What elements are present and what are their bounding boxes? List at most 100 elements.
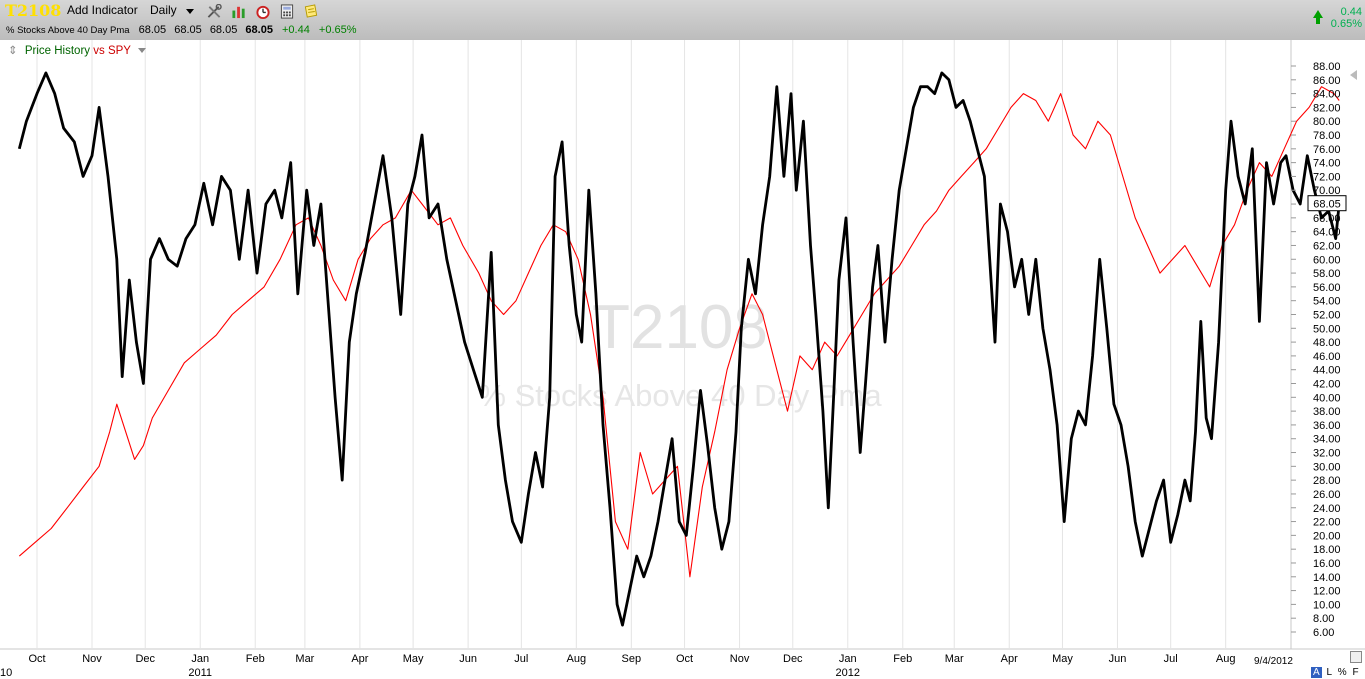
y-tick-label: 32.00 bbox=[1313, 448, 1341, 460]
x-tick-label: Jul bbox=[514, 653, 528, 665]
last-value-box bbox=[1307, 195, 1347, 212]
footer-date: 9/4/2012 bbox=[1254, 656, 1293, 667]
legend-compare-series: SPY bbox=[107, 45, 131, 57]
y-tick-label: 36.00 bbox=[1313, 420, 1341, 432]
x-tick-label: Feb bbox=[246, 653, 265, 665]
footer-button-f[interactable]: F bbox=[1352, 667, 1359, 678]
x-tick-label: Mar bbox=[945, 653, 964, 665]
x-tick-label: May bbox=[403, 653, 424, 665]
watermark-description: % Stocks Above 40 Day Pma bbox=[478, 378, 882, 413]
x-tick-label: Nov bbox=[82, 653, 102, 665]
y-tick-label: 60.00 bbox=[1313, 254, 1341, 266]
y-tick-label: 62.00 bbox=[1313, 240, 1341, 252]
y-tick-label: 48.00 bbox=[1313, 337, 1341, 349]
x-tick-label: Oct bbox=[28, 653, 45, 665]
footer-button-a[interactable]: A bbox=[1311, 667, 1322, 678]
chevron-down-icon[interactable] bbox=[186, 9, 194, 14]
y-tick-label: 66.00 bbox=[1313, 213, 1341, 225]
chevron-down-icon[interactable] bbox=[137, 48, 146, 54]
y-tick-label: 28.00 bbox=[1313, 475, 1341, 487]
alarm-clock-icon[interactable] bbox=[255, 4, 271, 19]
x-tick-label: Apr bbox=[351, 653, 368, 665]
y-tick-label: 8.00 bbox=[1313, 613, 1334, 625]
y-tick-label: 82.00 bbox=[1313, 102, 1341, 114]
series-line-spy bbox=[18, 86, 1340, 578]
y-tick-label: 84.00 bbox=[1313, 89, 1341, 101]
x-tick-label: May bbox=[1052, 653, 1073, 665]
x-tick-label: Dec bbox=[135, 653, 155, 665]
x-tick-label: Jul bbox=[1164, 653, 1178, 665]
quote-change: +0.44 bbox=[282, 24, 310, 36]
bar-chart-icon[interactable] bbox=[231, 4, 247, 19]
y-tick-label: 56.00 bbox=[1313, 282, 1341, 294]
calculator-icon[interactable] bbox=[279, 4, 295, 19]
y-tick-label: 88.00 bbox=[1313, 61, 1341, 73]
tools-icon[interactable] bbox=[206, 4, 222, 19]
y-tick-label: 22.00 bbox=[1313, 517, 1341, 529]
y-tick-label: 86.00 bbox=[1313, 75, 1341, 87]
quote-last: 68.05 bbox=[245, 24, 273, 36]
y-tick-label: 78.00 bbox=[1313, 130, 1341, 142]
y-tick-label: 70.00 bbox=[1313, 185, 1341, 197]
y-tick-label: 6.00 bbox=[1313, 627, 1334, 639]
y-tick-label: 58.00 bbox=[1313, 268, 1341, 280]
y-tick-label: 42.00 bbox=[1313, 379, 1341, 391]
footer-buttons: A L % F bbox=[1311, 667, 1362, 678]
footer-button-pct[interactable]: % bbox=[1337, 667, 1347, 678]
x-tick-label: Nov bbox=[730, 653, 750, 665]
corner-change: 0.44 0.65% bbox=[1331, 6, 1362, 30]
y-tick-label: 12.00 bbox=[1313, 586, 1341, 598]
y-tick-label: 80.00 bbox=[1313, 116, 1341, 128]
y-tick-label: 38.00 bbox=[1313, 406, 1341, 418]
y-tick-label: 64.00 bbox=[1313, 227, 1341, 239]
y-tick-label: 74.00 bbox=[1313, 158, 1341, 170]
symbol-label[interactable]: T2108 bbox=[5, 1, 62, 20]
quote-low: 68.05 bbox=[209, 24, 238, 36]
notes-icon[interactable] bbox=[303, 4, 319, 19]
y-tick-label: 20.00 bbox=[1313, 530, 1341, 542]
quote-open: 68.05 bbox=[138, 24, 167, 36]
y-tick-label: 18.00 bbox=[1313, 544, 1341, 556]
scroll-arrow-icon[interactable] bbox=[1350, 70, 1357, 80]
y-tick-label: 54.00 bbox=[1313, 296, 1341, 308]
x-tick-label: Jun bbox=[1109, 653, 1127, 665]
price-chart[interactable]: T2108 % Stocks Above 40 Day Pma 6.00 8.00… bbox=[0, 40, 1365, 679]
series-layer bbox=[17, 71, 1341, 627]
x-tick-label: Mar bbox=[295, 653, 314, 665]
x-axis: Oct Nov Dec Jan Feb Mar Apr May Jun Jul Aug Sep Oct N… bbox=[0, 653, 1235, 679]
x-tick-label: Jun bbox=[459, 653, 477, 665]
resize-handle-icon[interactable] bbox=[1350, 651, 1362, 663]
y-tick-label: 26.00 bbox=[1313, 489, 1341, 501]
legend[interactable]: ⇕ Price History vs SPY bbox=[8, 43, 146, 57]
y-tick-label: 40.00 bbox=[1313, 392, 1341, 404]
period-select[interactable]: Daily bbox=[150, 3, 177, 17]
plot-background bbox=[0, 40, 1365, 649]
watermark-symbol: T2108 bbox=[592, 293, 768, 362]
corner-change-value: 0.44 bbox=[1340, 6, 1362, 18]
footer-button-l[interactable]: L bbox=[1326, 667, 1333, 678]
x-tick-label: Oct bbox=[676, 653, 693, 665]
y-tick-label: 34.00 bbox=[1313, 434, 1341, 446]
corner-change-pct: 0.65% bbox=[1330, 18, 1362, 30]
up-arrow-icon bbox=[1313, 10, 1323, 18]
x-tick-label: Apr bbox=[1001, 653, 1018, 665]
x-tick-label: Jan bbox=[191, 653, 209, 665]
x-tick-label: Dec bbox=[783, 653, 803, 665]
up-arrow-stem bbox=[1316, 17, 1320, 24]
y-tick-label: 30.00 bbox=[1313, 461, 1341, 473]
x-tick-label: Aug bbox=[567, 653, 587, 665]
quote-high: 68.05 bbox=[174, 24, 202, 36]
x-tick-label: Aug bbox=[1216, 653, 1236, 665]
y-tick-label: 24.00 bbox=[1313, 503, 1341, 515]
y-tick-label: 50.00 bbox=[1313, 323, 1341, 335]
x-tick-label: Feb bbox=[893, 653, 912, 665]
drag-handle-icon[interactable]: ⇕ bbox=[8, 45, 18, 57]
legend-vs: vs bbox=[93, 45, 105, 57]
grid bbox=[0, 40, 1365, 650]
y-tick-label: 14.00 bbox=[1313, 572, 1341, 584]
x-edge-label: 10 bbox=[0, 667, 12, 679]
y-tick-label: 52.00 bbox=[1313, 309, 1341, 321]
add-indicator-button[interactable]: Add Indicator bbox=[67, 3, 138, 17]
toolbar: T2108 Add Indicator Daily % Stocks Above… bbox=[0, 0, 1365, 40]
watermark: T2108 % Stocks Above 40 Day Pma bbox=[478, 293, 882, 413]
